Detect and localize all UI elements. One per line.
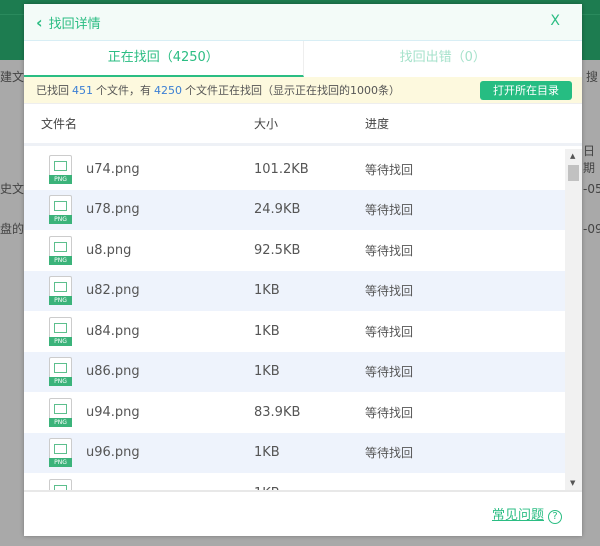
help-icon[interactable]: ? bbox=[548, 510, 562, 524]
file-name: u82.png bbox=[86, 283, 140, 299]
bg-text: 盘的 bbox=[0, 222, 25, 236]
png-file-icon: PNG bbox=[49, 397, 72, 427]
column-progress[interactable]: 进度 bbox=[365, 117, 390, 131]
recovered-count: 451 bbox=[72, 83, 93, 97]
table-row[interactable]: PNG u94.png 83.9KB 等待找回 bbox=[24, 392, 565, 433]
notice-text: 个文件，有 bbox=[96, 84, 151, 97]
file-name: u8.png bbox=[86, 242, 132, 258]
open-folder-button[interactable]: 打开所在目录 bbox=[480, 81, 572, 100]
recovery-details-dialog: ‹ 找回详情 X 正在找回（4250） 找回出错（0） 已找回 451 个文件，… bbox=[24, 4, 582, 536]
back-chevron-icon[interactable]: ‹ bbox=[36, 12, 43, 32]
file-name-cell: PNG u96.png bbox=[24, 438, 254, 468]
file-name: u86.png bbox=[86, 364, 140, 380]
file-name-cell: PNG u74.png bbox=[24, 154, 254, 184]
file-size: 1KB bbox=[254, 283, 280, 299]
file-name-cell: PNG u84.png bbox=[24, 316, 254, 346]
scroll-thumb[interactable] bbox=[568, 165, 579, 181]
dialog-footer: 常见问题? bbox=[24, 490, 582, 536]
file-size: 83.9KB bbox=[254, 404, 301, 420]
table-row[interactable]: PNG u74.png 101.2KB 等待找回 bbox=[24, 149, 565, 190]
file-name-cell: PNG u8.png bbox=[24, 235, 254, 265]
bg-text: -05- bbox=[583, 182, 600, 196]
notice-text: 个文件正在找回（显示正在找回的1000条） bbox=[185, 84, 400, 97]
file-size: 24.9KB bbox=[254, 202, 301, 218]
dialog-titlebar: ‹ 找回详情 X bbox=[24, 4, 582, 40]
file-status: 等待找回 bbox=[365, 162, 414, 177]
png-file-icon: PNG bbox=[49, 154, 72, 184]
notice-text: 已找回 bbox=[36, 84, 69, 97]
dialog-title: 找回详情 bbox=[48, 16, 101, 32]
file-name: u74.png bbox=[86, 161, 140, 177]
file-size: 1KB bbox=[254, 445, 280, 461]
table-row[interactable]: PNG u84.png 1KB 等待找回 bbox=[24, 311, 565, 352]
file-status: 等待找回 bbox=[365, 365, 414, 380]
file-status: 等待找回 bbox=[365, 243, 414, 258]
faq-label[interactable]: 常见问题 bbox=[491, 508, 544, 523]
scrollbar[interactable]: ▲ ▼ bbox=[565, 149, 582, 490]
scroll-down-icon[interactable]: ▼ bbox=[570, 479, 576, 487]
table-row[interactable]: PNG u82.png 1KB 等待找回 bbox=[24, 270, 565, 311]
file-name-cell: PNG u82.png bbox=[24, 276, 254, 306]
tab-errors[interactable]: 找回出错（0） bbox=[399, 50, 486, 65]
bg-text: 搜 bbox=[586, 70, 599, 84]
column-name[interactable]: 文件名 bbox=[41, 117, 78, 131]
pending-count: 4250 bbox=[154, 83, 182, 97]
file-name: u84.png bbox=[86, 323, 140, 339]
table-header: 文件名 大小 进度 bbox=[24, 104, 582, 146]
table-row[interactable]: PNG u96.png 1KB 等待找回 bbox=[24, 432, 565, 473]
column-size[interactable]: 大小 bbox=[254, 117, 279, 131]
close-button[interactable]: X bbox=[550, 13, 560, 29]
file-size: 1KB bbox=[254, 323, 280, 339]
file-size: 1KB bbox=[254, 486, 365, 490]
table-row[interactable]: PNG u86.png 1KB 等待找回 bbox=[24, 351, 565, 392]
file-status: 等待找回 bbox=[365, 203, 414, 218]
bg-text: 日期 bbox=[583, 144, 596, 175]
file-name: u94.png bbox=[86, 404, 140, 420]
file-size: 92.5KB bbox=[254, 242, 301, 258]
file-list: PNG u74.png 101.2KB 等待找回 PNG u78.png 24.9KB 等待找… bbox=[24, 149, 582, 490]
scroll-up-icon[interactable]: ▲ bbox=[570, 152, 576, 160]
png-file-icon: PNG bbox=[49, 438, 72, 468]
file-size: 101.2KB bbox=[254, 161, 309, 177]
table-row[interactable]: PNG 1KB bbox=[24, 473, 565, 490]
tabs: 正在找回（4250） 找回出错（0） bbox=[24, 40, 582, 77]
status-notice: 已找回 451 个文件，有 4250 个文件正在找回（显示正在找回的1000条）… bbox=[24, 77, 582, 104]
file-name-cell: PNG u78.png bbox=[24, 195, 254, 225]
file-name-cell: PNG u94.png bbox=[24, 397, 254, 427]
png-file-icon: PNG bbox=[49, 235, 72, 265]
file-size: 1KB bbox=[254, 364, 280, 380]
png-file-icon: PNG bbox=[49, 316, 72, 346]
bg-text: 建文 bbox=[0, 70, 25, 84]
file-name-cell: PNG u86.png bbox=[24, 357, 254, 387]
file-status: 等待找回 bbox=[365, 324, 414, 339]
table-row[interactable]: PNG u78.png 24.9KB 等待找回 bbox=[24, 189, 565, 230]
file-status: 等待找回 bbox=[365, 284, 414, 299]
png-file-icon: PNG bbox=[49, 195, 72, 225]
png-file-icon: PNG bbox=[49, 276, 72, 306]
tab-recovering[interactable]: 正在找回（4250） bbox=[24, 41, 304, 77]
file-status: 等待找回 bbox=[365, 446, 414, 461]
faq-link[interactable]: 常见问题? bbox=[492, 504, 562, 524]
file-name: u96.png bbox=[86, 445, 140, 461]
file-name-cell: PNG bbox=[24, 478, 254, 490]
bg-text: -09- bbox=[583, 222, 600, 236]
png-file-icon: PNG bbox=[49, 478, 72, 490]
table-row[interactable]: PNG u8.png 92.5KB 等待找回 bbox=[24, 230, 565, 271]
file-name: u78.png bbox=[86, 202, 140, 218]
png-file-icon: PNG bbox=[49, 357, 72, 387]
file-status: 等待找回 bbox=[365, 405, 414, 420]
